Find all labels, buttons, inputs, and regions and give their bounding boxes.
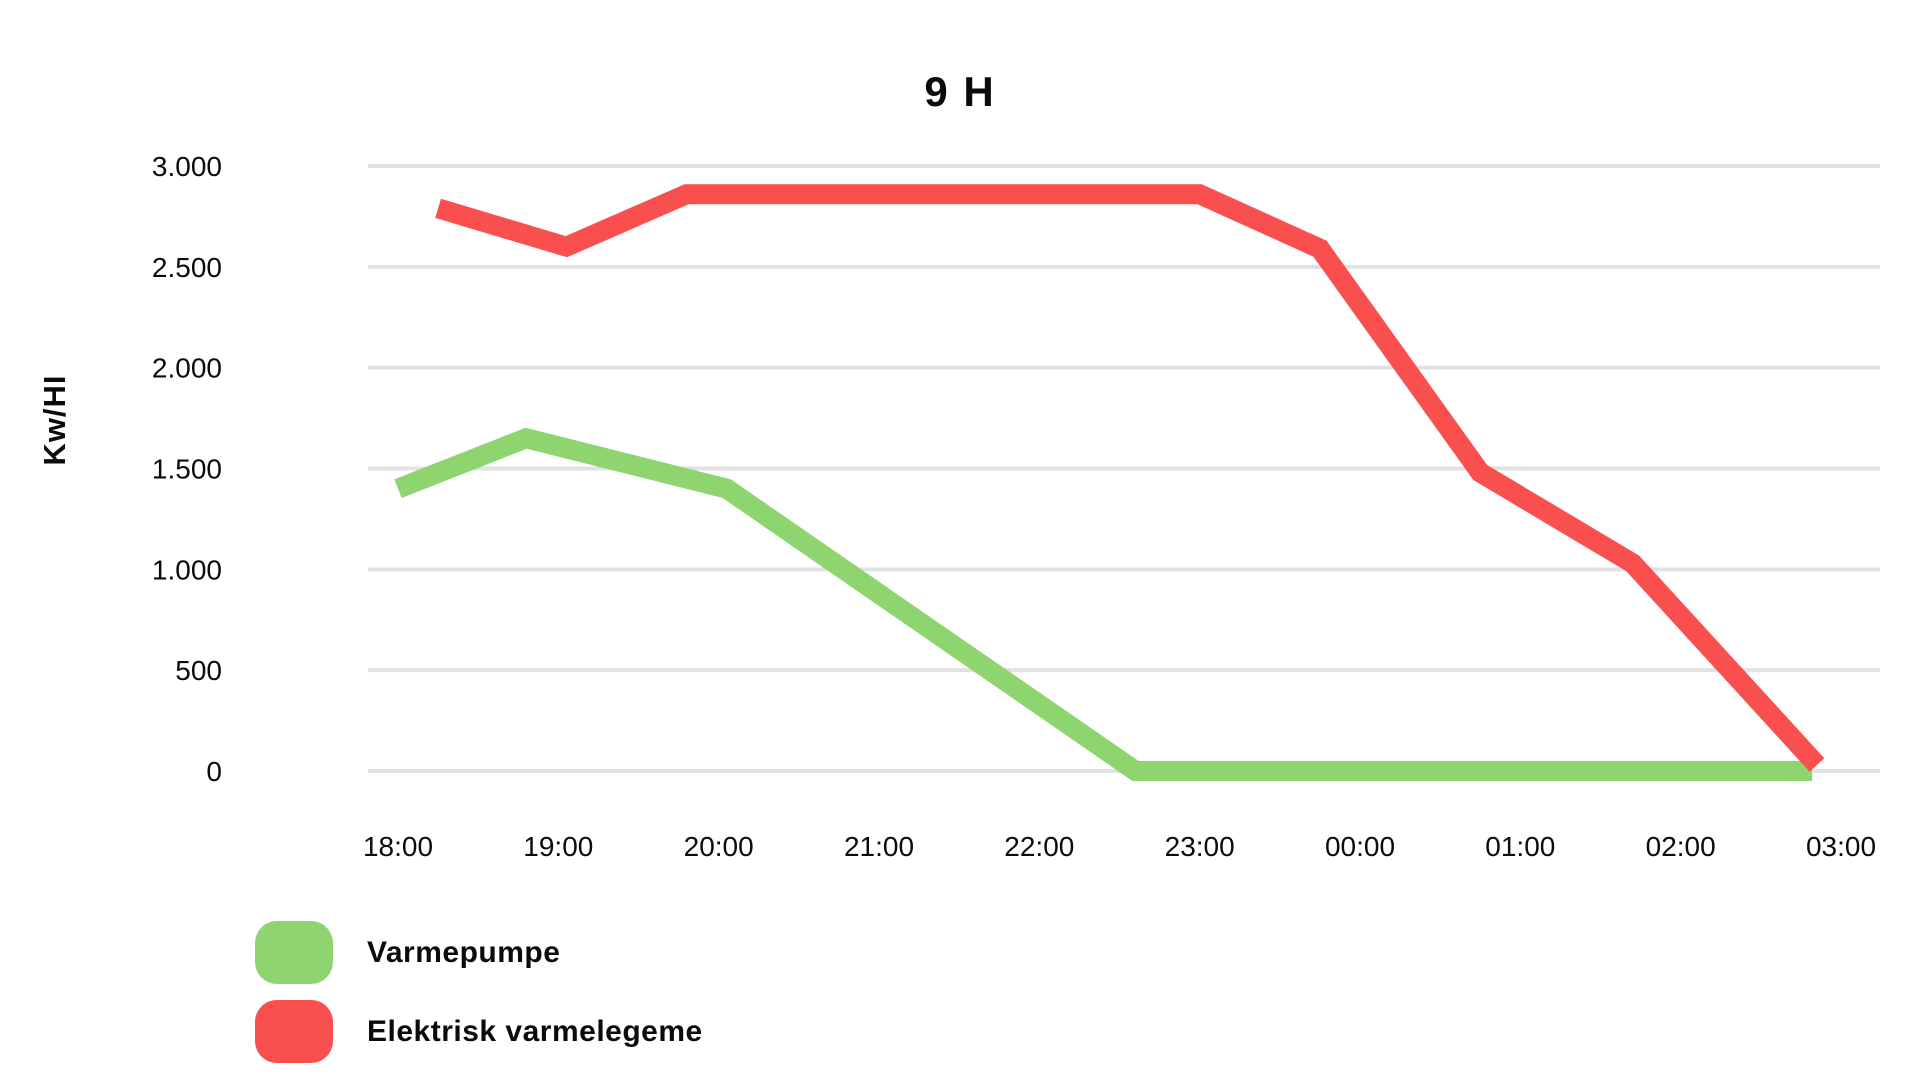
legend-swatch-varmepumpe-icon [255, 921, 333, 984]
x-axis-tick-label: 23:00 [1165, 831, 1235, 862]
y-axis-tick-label: 0 [206, 756, 222, 787]
x-axis-tick-label: 02:00 [1646, 831, 1716, 862]
legend-swatch-elektrisk-varmelegeme-icon [255, 1000, 333, 1063]
x-axis-tick-label: 20:00 [684, 831, 754, 862]
y-axis-tick-label: 1.500 [152, 454, 222, 485]
x-axis-tick-label: 21:00 [844, 831, 914, 862]
x-axis-tick-label: 18:00 [363, 831, 433, 862]
x-axis-tick-label: 22:00 [1004, 831, 1074, 862]
x-axis-tick-label: 03:00 [1806, 831, 1876, 862]
x-axis-labels: 18:00 19:00 20:00 21:00 22:00 23:00 00:00 01:00… [363, 831, 1876, 862]
y-axis-tick-label: 2.500 [152, 252, 222, 283]
series-line-varmepumpe [394, 427, 1813, 781]
series-lines [394, 184, 1825, 781]
y-axis-tick-label: 500 [175, 655, 222, 686]
legend-item-elektrisk-varmelegeme: Elektrisk varmelegeme [255, 1000, 703, 1063]
series-line-elektrisk-varmelegeme [435, 184, 1825, 772]
legend: Varmepumpe Elektrisk varmelegeme [255, 921, 703, 1063]
legend-label-varmepumpe: Varmepumpe [367, 935, 561, 969]
y-axis-tick-label: 1.000 [152, 554, 222, 585]
gridlines [368, 164, 1880, 773]
chart-title: 9 H [924, 68, 996, 115]
legend-item-varmepumpe: Varmepumpe [255, 921, 703, 984]
x-axis-tick-label: 19:00 [523, 831, 593, 862]
y-axis-title: Kw/HI [37, 374, 72, 466]
legend-label-elektrisk-varmelegeme: Elektrisk varmelegeme [367, 1014, 703, 1048]
y-axis-labels: 3.000 2.500 2.000 1.500 1.000 500 0 [152, 151, 222, 787]
y-axis-tick-label: 3.000 [152, 151, 222, 182]
y-axis-tick-label: 2.000 [152, 353, 222, 384]
x-axis-tick-label: 00:00 [1325, 831, 1395, 862]
x-axis-tick-label: 01:00 [1485, 831, 1555, 862]
